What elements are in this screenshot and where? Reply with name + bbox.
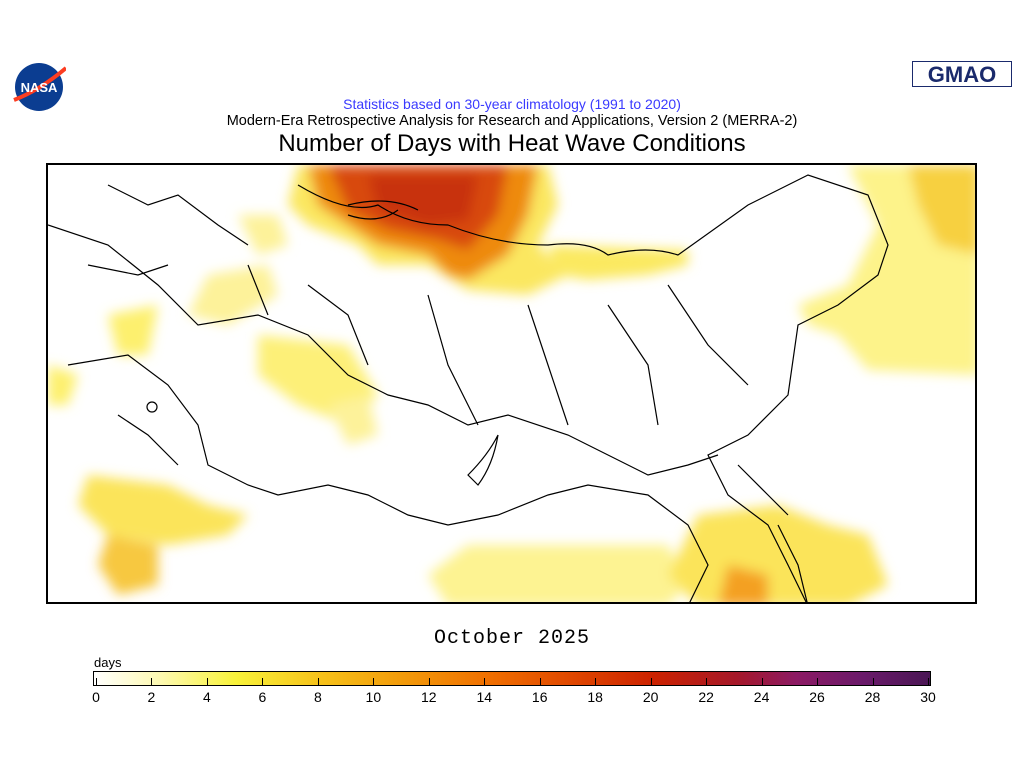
heatwave-map xyxy=(46,163,977,604)
colorbar-tick-label: 6 xyxy=(258,689,267,705)
colorbar-tick xyxy=(872,678,874,686)
colorbar xyxy=(93,671,931,686)
colorbar-tick xyxy=(96,678,97,686)
colorbar-tick xyxy=(317,678,319,686)
gmao-logo: GMAO xyxy=(912,61,1012,87)
colorbar-tick xyxy=(262,678,264,686)
colorbar-tick-label: 8 xyxy=(313,689,322,705)
colorbar-tick xyxy=(928,678,929,686)
colorbar-tick xyxy=(206,678,208,686)
colorbar-tick-label: 18 xyxy=(587,689,603,705)
colorbar-tick xyxy=(151,678,153,686)
colorbar-tick xyxy=(484,678,486,686)
colorbar-tick-label: 16 xyxy=(531,689,548,705)
nasa-logo: NASA xyxy=(12,60,68,114)
colorbar-tick xyxy=(650,678,652,686)
colorbar-tick-label: 10 xyxy=(365,689,382,705)
colorbar-tick xyxy=(428,678,430,686)
colorbar-tick xyxy=(817,678,819,686)
colorbar-tick-label: 28 xyxy=(864,689,881,705)
colorbar-tick-label: 20 xyxy=(642,689,659,705)
period-label: October 2025 xyxy=(433,627,591,650)
colorbar-tick-label: 14 xyxy=(476,689,493,705)
colorbar-tick xyxy=(595,678,597,686)
climatology-note: Statistics based on 30-year climatology … xyxy=(343,96,681,112)
colorbar-tick-label: 2 xyxy=(147,689,156,705)
colorbar-tick-label: 26 xyxy=(809,689,825,705)
colorbar-tick xyxy=(761,678,763,686)
colorbar-tick-label: 24 xyxy=(753,689,770,705)
colorbar-tick xyxy=(373,678,375,686)
page-title: Number of Days with Heat Wave Conditions xyxy=(278,130,746,157)
colorbar-tick-label: 12 xyxy=(421,689,437,705)
dataset-subtitle: Modern-Era Retrospective Analysis for Re… xyxy=(226,113,798,129)
colorbar-tick-label: 0 xyxy=(92,689,100,705)
svg-text:NASA: NASA xyxy=(21,80,58,95)
colorbar-tick-label: 4 xyxy=(203,689,211,705)
coastlines-and-borders xyxy=(48,174,889,602)
colorbar-units: days xyxy=(94,655,122,670)
colorbar-tick-label: 30 xyxy=(920,689,936,705)
heatwave-shading xyxy=(48,165,975,602)
colorbar-tick-label: 22 xyxy=(698,689,714,705)
colorbar-tick xyxy=(539,678,541,686)
colorbar-tick xyxy=(706,678,708,686)
